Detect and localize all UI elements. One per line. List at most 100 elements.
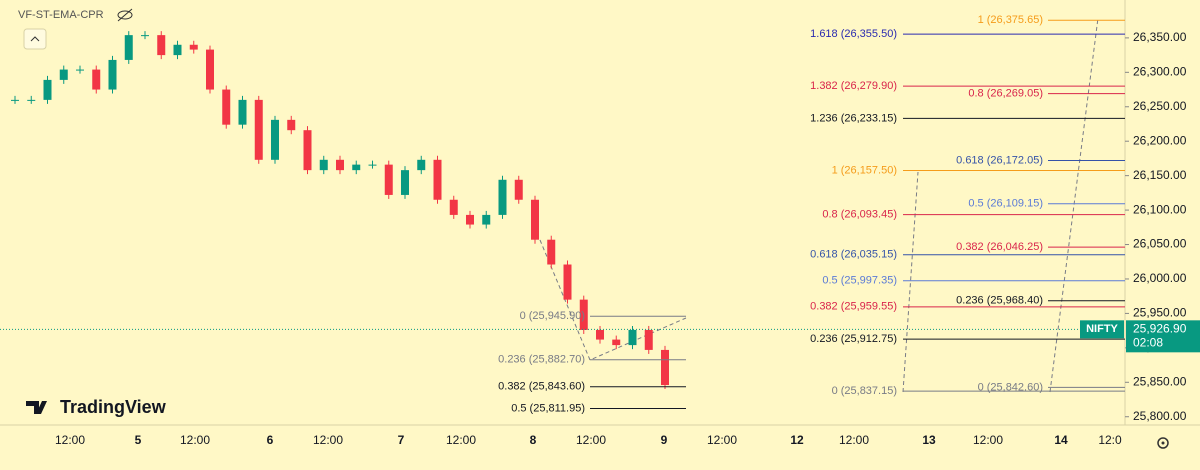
y-tick-label: 26,300.00	[1133, 64, 1187, 78]
x-tick-label: 8	[530, 433, 537, 447]
x-tick-label: 12:00	[707, 433, 737, 447]
candle	[303, 130, 312, 171]
candle	[206, 49, 214, 90]
y-tick-label: 26,000.00	[1133, 271, 1187, 285]
fib-label: 0 (25,837.15)	[832, 385, 897, 397]
candle	[92, 69, 101, 90]
candle	[173, 44, 182, 56]
candle	[238, 99, 247, 125]
candle	[124, 35, 133, 60]
x-tick-label: 12:0	[1098, 433, 1122, 447]
candle	[514, 179, 523, 200]
x-tick-label: 7	[398, 433, 405, 447]
candle	[76, 69, 84, 71]
y-tick-label: 25,800.00	[1133, 409, 1187, 423]
candle	[271, 119, 279, 160]
y-tick-label: 25,950.00	[1133, 306, 1187, 320]
countdown: 02:08	[1133, 335, 1163, 349]
candle	[417, 159, 426, 171]
y-tick-label: 26,150.00	[1133, 168, 1187, 182]
fib-label: 0 (25,842.60)	[978, 381, 1043, 393]
fib-label: 0.382 (26,046.25)	[956, 241, 1043, 253]
candle	[531, 199, 539, 240]
logo-text: TradingView	[60, 397, 167, 417]
candle	[482, 214, 491, 225]
x-tick-label: 12	[790, 433, 804, 447]
candle	[11, 99, 19, 101]
fib-label: 1.618 (26,355.50)	[810, 28, 897, 40]
candle	[352, 164, 361, 171]
candle	[401, 170, 409, 195]
y-tick-label: 25,850.00	[1133, 374, 1187, 388]
fib-label: 1 (26,375.65)	[978, 14, 1043, 26]
fib-label: 0 (25,945.90)	[520, 310, 585, 322]
x-tick-label: 5	[135, 433, 142, 447]
fib-label: 1 (26,157.50)	[832, 164, 897, 176]
candle	[222, 89, 231, 125]
candle	[466, 214, 474, 225]
candle	[433, 159, 442, 200]
candle	[596, 329, 604, 340]
candle	[563, 264, 572, 300]
candle	[157, 35, 166, 56]
candle	[108, 59, 117, 90]
fib-label: 1.236 (26,233.15)	[810, 112, 897, 124]
price-axis: 25,800.0025,850.0025,900.0025,950.0026,0…	[1125, 30, 1187, 423]
candle	[498, 179, 507, 215]
candle	[661, 349, 669, 386]
visibility-icon[interactable]	[117, 8, 133, 22]
logo: TradingView	[26, 397, 167, 417]
x-tick-label: 12:00	[180, 433, 210, 447]
settings-icon[interactable]	[1157, 437, 1169, 449]
candle	[287, 119, 296, 131]
x-tick-label: 6	[267, 433, 274, 447]
fib-label: 0.382 (25,959.55)	[810, 301, 897, 313]
collapse-button[interactable]	[23, 28, 47, 50]
x-tick-label: 12:00	[55, 433, 85, 447]
fib-label: 0.236 (25,912.75)	[810, 333, 897, 345]
x-tick-label: 12:00	[576, 433, 606, 447]
fib-retracement: 0 (25,945.90) 0.236 (25,882.70) 0.382 (25,…	[498, 310, 686, 414]
candle	[336, 159, 344, 171]
x-tick-label: 14	[1054, 433, 1068, 447]
candle	[579, 299, 588, 330]
candle	[189, 44, 198, 50]
fib-label: 0.5 (25,997.35)	[822, 275, 897, 287]
fib-label: 0.236 (25,968.40)	[956, 295, 1043, 307]
symbol-box	[1080, 320, 1124, 339]
price-box	[1126, 320, 1200, 353]
candle	[384, 164, 393, 195]
fib-retracement: 1.618 (26,355.50) 1.382 (26,279.90) 1.236 …	[810, 28, 1125, 397]
x-tick-label: 12:00	[973, 433, 1003, 447]
candle	[547, 239, 556, 265]
candle	[449, 199, 458, 215]
candle	[628, 329, 637, 346]
candle	[612, 339, 621, 346]
fib-label: 0.5 (25,811.95)	[511, 402, 585, 414]
fib-label: 0.618 (26,035.15)	[810, 249, 897, 261]
y-tick-label: 26,350.00	[1133, 30, 1187, 44]
x-tick-label: 12:00	[446, 433, 476, 447]
time-axis: 12:00 5 12:00 6 12:00 7 12:00 8 12:00 9 12:00 12 12:…	[55, 433, 1122, 447]
y-tick-label: 26,200.00	[1133, 133, 1187, 147]
indicator-name: VF-ST-EMA-CPR	[18, 9, 104, 21]
x-tick-label: 12:00	[839, 433, 869, 447]
candle	[27, 99, 36, 101]
candle	[319, 159, 328, 171]
x-tick-label: 13	[922, 433, 936, 447]
fib-label: 0.382 (25,843.60)	[498, 381, 585, 393]
y-tick-label: 26,250.00	[1133, 99, 1187, 113]
y-tick-label: 26,050.00	[1133, 237, 1187, 251]
fib-label: 0.618 (26,172.05)	[956, 154, 1043, 166]
candle	[368, 164, 377, 166]
fib-label: 1.382 (26,279.90)	[810, 80, 897, 92]
fib-label: 0.236 (25,882.70)	[498, 354, 585, 366]
candle	[43, 79, 52, 100]
fib-retracement: 1 (26,375.65) 0.8 (26,269.05) 0.618 (26,17…	[956, 14, 1125, 393]
candle	[141, 35, 149, 37]
candle	[644, 329, 653, 350]
last-price: 25,926.90	[1133, 321, 1187, 335]
y-tick-label: 26,100.00	[1133, 202, 1187, 216]
